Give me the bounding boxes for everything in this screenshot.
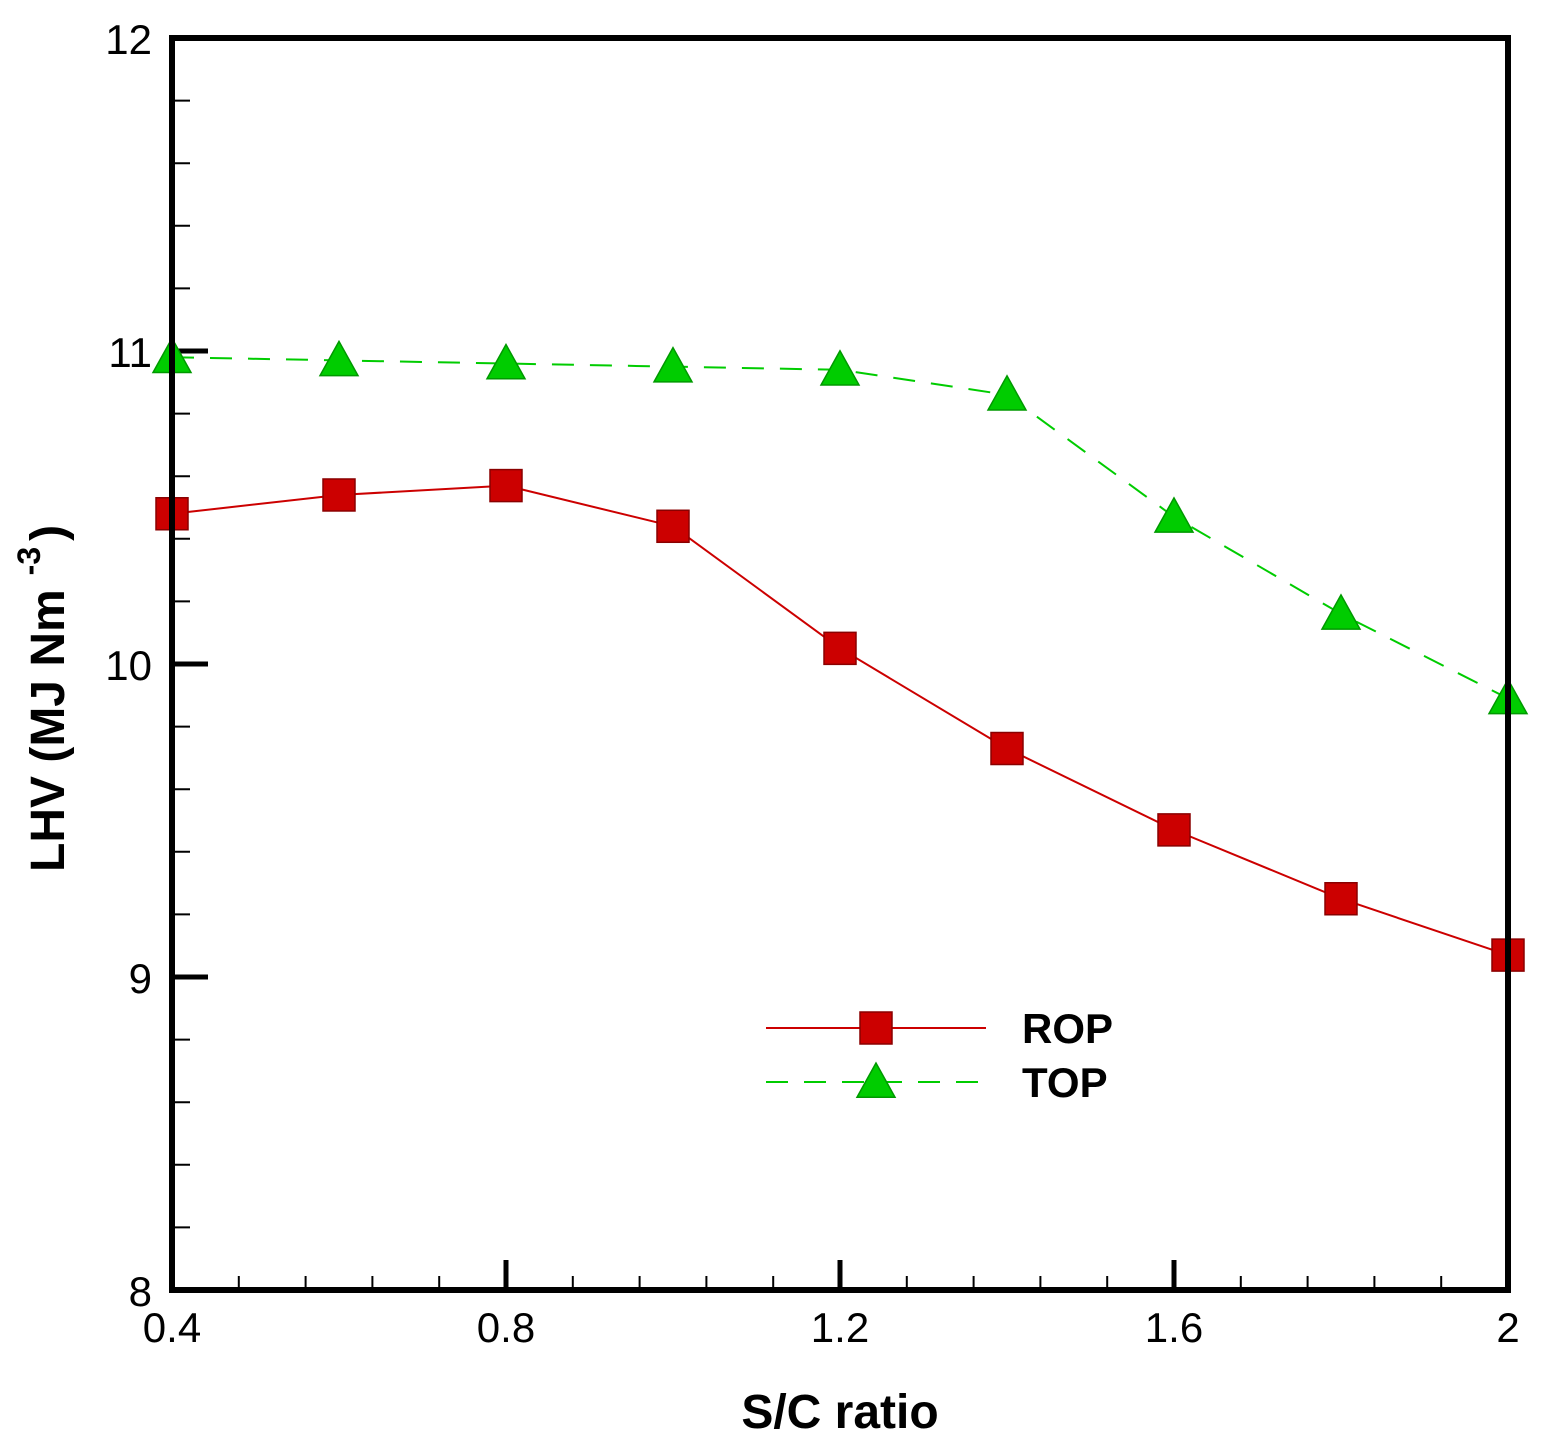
legend-rop-label: ROP <box>1022 1005 1113 1052</box>
top-point <box>485 342 527 380</box>
x-tick-label: 1.6 <box>1145 1304 1203 1351</box>
x-tick-label: 0.4 <box>143 1304 201 1351</box>
top-point <box>1153 496 1195 533</box>
y-axis-title-close: ) <box>22 525 75 541</box>
plot-frame <box>169 35 1511 1293</box>
y-tick-label: 11 <box>108 329 152 376</box>
rop-point <box>1157 813 1191 847</box>
y-axis-title-main: LHV (MJ Nm <box>22 589 75 872</box>
top-point <box>652 346 694 383</box>
y-tick-label: 8 <box>129 1268 152 1315</box>
y-tick-label: 12 <box>105 16 152 63</box>
rop-point <box>656 509 690 544</box>
top-point <box>819 349 861 386</box>
tick-labels: 0.4 0.8 1.2 1.6 2 8 9 10 11 12 <box>105 16 1519 1351</box>
rop-point <box>990 731 1024 766</box>
rop-point <box>322 478 356 512</box>
legend-rop-marker <box>859 1011 893 1045</box>
rop-line <box>171 484 1509 957</box>
y-tick-label: 9 <box>129 955 152 1002</box>
legend-top-label: TOP <box>1022 1059 1108 1106</box>
minor-ticks <box>172 99 1443 1290</box>
legend-top-marker <box>855 1061 897 1098</box>
top-point <box>318 339 360 377</box>
top-point <box>986 374 1028 411</box>
x-tick-label: 0.8 <box>477 1304 535 1351</box>
rop-point <box>489 468 523 503</box>
y-axis-title-superscript: -3 <box>11 547 47 575</box>
legend: ROP TOP <box>766 1005 1113 1106</box>
rop-point <box>823 631 857 666</box>
x-tick-label: 1.2 <box>811 1304 869 1351</box>
x-axis-title: S/C ratio <box>741 1386 938 1439</box>
rop-point <box>1324 882 1358 916</box>
y-tick-label: 10 <box>105 642 152 689</box>
top-point <box>1320 593 1362 630</box>
y-axis-title: LHV (MJ Nm -3) <box>11 525 75 872</box>
x-tick-label: 2 <box>1496 1304 1519 1351</box>
series-markers <box>151 336 1529 972</box>
